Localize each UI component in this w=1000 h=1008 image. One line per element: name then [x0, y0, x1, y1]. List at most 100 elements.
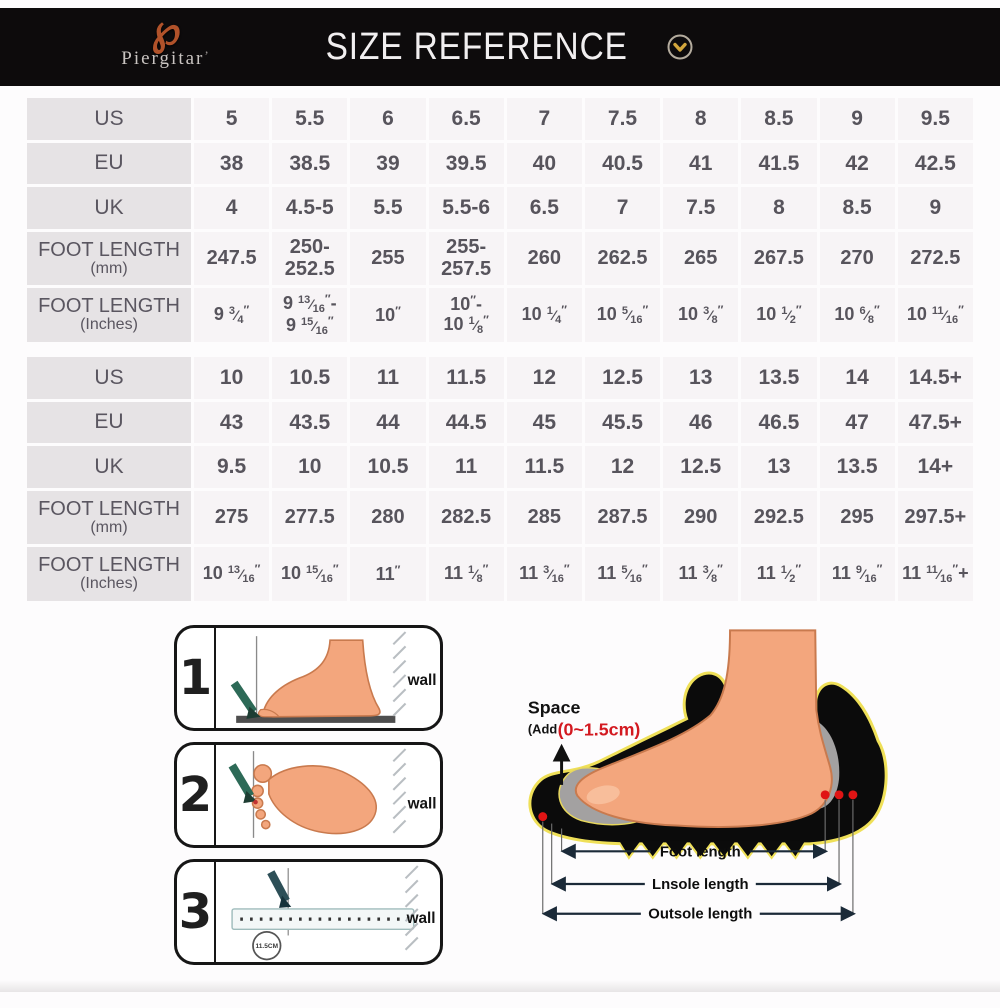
size-cell: 6.5: [428, 98, 504, 140]
size-cell: 10 11⁄16″: [897, 288, 973, 343]
size-row-eu: EU 38 38.5 39 39.5 40 40.5 41 41.5 42 42.5: [27, 142, 973, 185]
shoe-length-diagram: Space (Add (0~1.5cm) Foot length Lnsole …: [516, 625, 980, 932]
wall-hatch-icon: [392, 748, 407, 834]
size-cell: 9 13⁄16″- 9 15⁄16″: [272, 288, 348, 343]
size-row-us: US 10 10.5 11 11.5 12 12.5 13 13.5 14 14.5+: [27, 357, 973, 399]
size-cell: 12.5: [663, 446, 739, 488]
row-label: FOOT LENGTH (Inches): [27, 288, 191, 343]
size-cell: 11: [350, 357, 426, 399]
chevron-glyph: [672, 42, 687, 52]
shoe-diagram-svg: Space (Add (0~1.5cm) Foot length Lnsole …: [528, 629, 888, 923]
measurement-arrows: [541, 843, 856, 922]
size-cell: 295: [819, 490, 895, 545]
step-3-number: 3: [177, 862, 216, 963]
size-row-foot-length-inches: FOOT LENGTH (Inches) 9 3⁄4″ 9 13⁄16″- 9 15⁄1…: [27, 288, 973, 343]
size-tables: US 5 5.5 6 6.5 7 7.5 8 8.5 9 9.5 EU 38 38.5 39 39.5 40 40…: [0, 95, 1000, 604]
size-cell: 285: [506, 490, 582, 545]
step-2-number: 2: [177, 745, 216, 846]
row-label: UK: [27, 446, 191, 488]
size-cell: 8.5: [819, 187, 895, 229]
row-label: FOOT LENGTH (Inches): [27, 547, 191, 602]
row-sublabel: (Inches): [80, 575, 138, 593]
foot-top-illustration: [251, 764, 377, 835]
floor-bar: [236, 716, 396, 724]
row-label: FOOT LENGTH (mm): [27, 231, 191, 286]
size-cell: 7.5: [663, 187, 739, 229]
piergitar-logo-icon: ℘: [151, 8, 181, 54]
space-value-label: (0~1.5cm): [558, 720, 641, 740]
chevron-down-icon[interactable]: [665, 32, 695, 62]
size-cell: 290: [663, 490, 739, 545]
size-cell: 272.5: [897, 231, 973, 286]
size-cell: 275: [194, 490, 270, 545]
size-cell: 13: [741, 446, 817, 488]
size-cell: 8.5: [741, 98, 817, 140]
size-table-1: US 5 5.5 6 6.5 7 7.5 8 8.5 9 9.5 EU 38 38.5 39 39.5 40 40…: [24, 95, 976, 345]
size-cell: 9: [897, 187, 973, 229]
size-cell: 10.5: [350, 446, 426, 488]
size-cell: 11 3⁄8″: [663, 547, 739, 602]
size-row-eu: EU 43 43.5 44 44.5 45 45.5 46 46.5 47 47.5+: [27, 401, 973, 444]
size-cell: 10: [272, 446, 348, 488]
ruler-badge-circle: [252, 931, 282, 961]
step-2-illustration: wall: [228, 748, 437, 839]
size-cell: 39: [350, 142, 426, 185]
size-cell: 9 3⁄4″: [194, 288, 270, 343]
measure-step-1: 1 wall: [174, 625, 443, 732]
size-cell: 11″: [350, 547, 426, 602]
size-cell: 9.5: [897, 98, 973, 140]
size-row-foot-length-mm: FOOT LENGTH (mm) 275 277.5 280 282.5 285 287.5 2…: [27, 490, 973, 545]
size-cell: 8: [741, 187, 817, 229]
size-cell: 4: [194, 187, 270, 229]
measure-step-3: 3 wall 11.5CM: [174, 859, 443, 966]
size-cell: 45: [506, 401, 582, 444]
size-cell: 4.5-5: [272, 187, 348, 229]
size-cell: 255: [350, 231, 426, 286]
row-sublabel: (mm): [90, 518, 128, 536]
size-cell: 5.5-6: [428, 187, 504, 229]
size-cell: 11.5: [428, 357, 504, 399]
measure-dots: [538, 790, 858, 822]
size-cell: 250- 252.5: [272, 231, 348, 286]
row-sublabel: (Inches): [80, 316, 138, 334]
size-row-foot-length-mm: FOOT LENGTH (mm) 247.5 250- 252.5 255 255- 257.…: [27, 231, 973, 286]
header: ℘ Piergitar’ SIZE REFERENCE: [0, 8, 1000, 86]
size-cell: 41: [663, 142, 739, 185]
row-label: EU: [27, 142, 191, 185]
size-cell: 5.5: [272, 98, 348, 140]
wall-label: wall: [407, 796, 437, 813]
size-cell: 10 3⁄8″: [663, 288, 739, 343]
size-table-2: US 10 10.5 11 11.5 12 12.5 13 13.5 14 14.5+ EU 43 43.…: [24, 354, 976, 604]
size-cell: 11 9⁄16″: [819, 547, 895, 602]
pencil-icon: [228, 763, 258, 805]
size-cell: 14+: [897, 446, 973, 488]
wall-hatch-icon: [404, 865, 419, 951]
size-cell: 11: [428, 446, 504, 488]
outsole-length-label: Outsole length: [648, 907, 752, 923]
size-cell: 7: [584, 187, 661, 229]
size-cell: 10 15⁄16″: [272, 547, 348, 602]
size-cell: 13.5: [819, 446, 895, 488]
space-label: Space: [528, 698, 581, 718]
size-cell: 287.5: [584, 490, 661, 545]
size-cell: 42: [819, 142, 895, 185]
size-cell: 292.5: [741, 490, 817, 545]
size-cell: 12: [584, 446, 661, 488]
size-cell: 46: [663, 401, 739, 444]
size-cell: 11 1⁄2″: [741, 547, 817, 602]
size-cell: 14: [819, 357, 895, 399]
row-label: FOOT LENGTH (mm): [27, 490, 191, 545]
size-row-uk: UK 4 4.5-5 5.5 5.5-6 6.5 7 7.5 8 8.5 9: [27, 187, 973, 229]
step-1-number: 1: [177, 628, 216, 729]
wall-hatch-icon: [392, 631, 407, 717]
wall-label: wall: [407, 672, 437, 689]
size-cell: 44: [350, 401, 426, 444]
pencil-icon: [230, 681, 261, 720]
size-cell: 10″- 10 1⁄8″: [428, 288, 504, 343]
size-cell: 40: [506, 142, 582, 185]
space-add-label: (Add: [528, 722, 557, 737]
ruler: [231, 908, 415, 931]
size-cell: 40.5: [584, 142, 661, 185]
bottom-edge: [0, 980, 1000, 993]
pencil-icon: [267, 870, 292, 909]
